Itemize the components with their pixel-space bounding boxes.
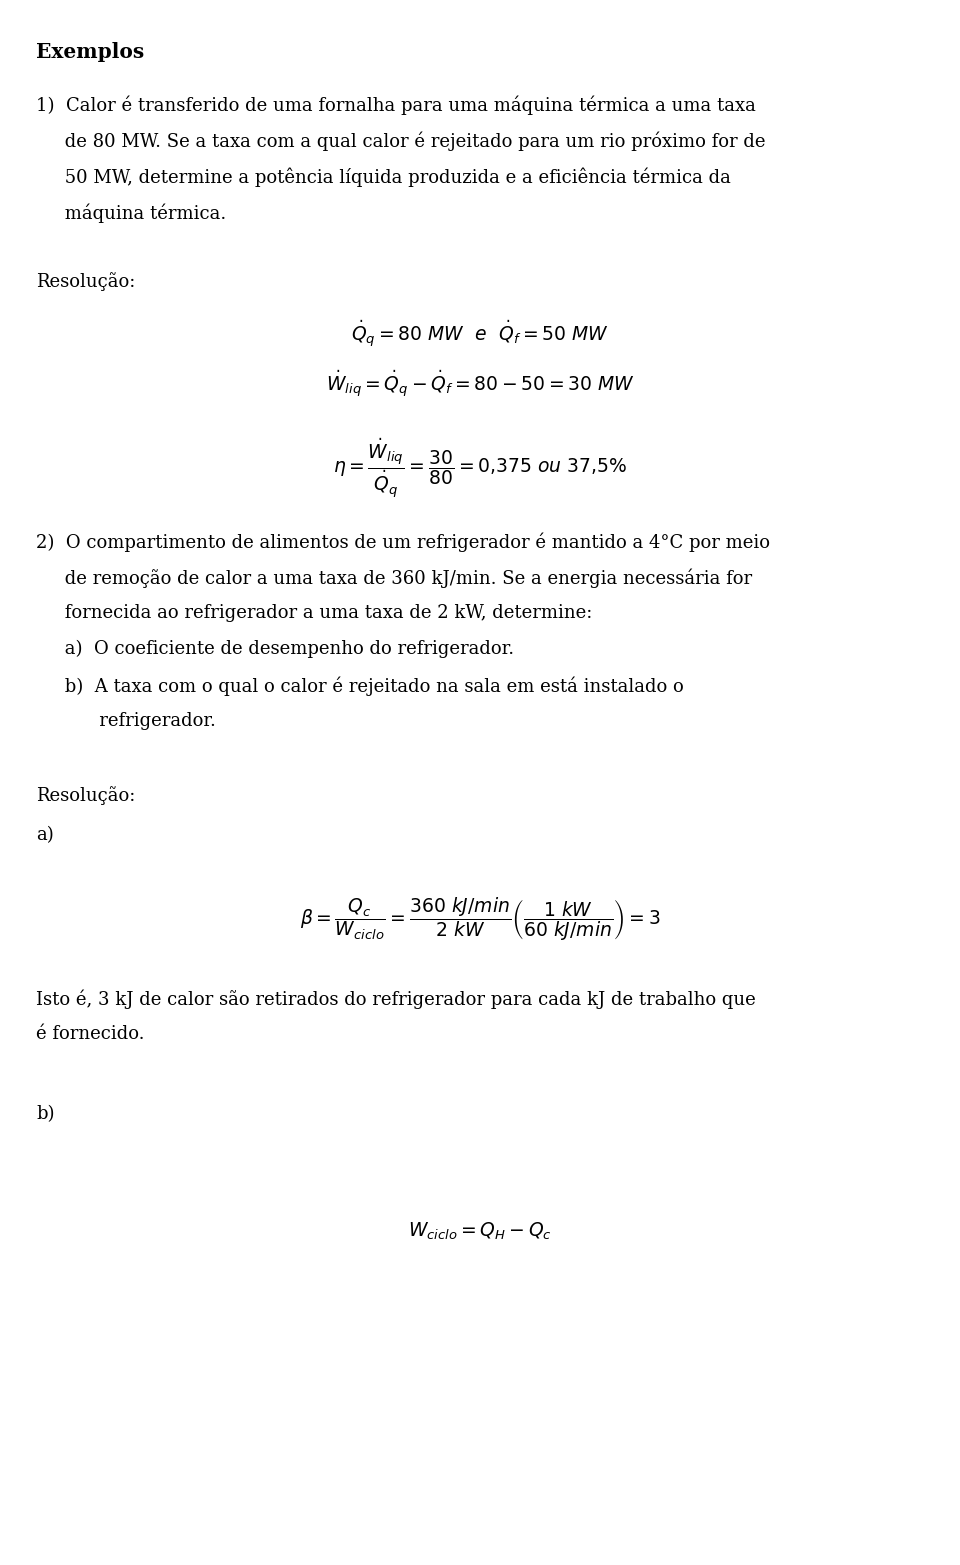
Text: Isto é, 3 kJ de calor são retirados do refrigerador para cada kJ de trabalho que: Isto é, 3 kJ de calor são retirados do r… (36, 989, 756, 1008)
Text: 1)  Calor é transferido de uma fornalha para uma máquina térmica a uma taxa: 1) Calor é transferido de uma fornalha p… (36, 95, 756, 114)
Text: $\beta = \dfrac{Q_c}{W_{ciclo}} = \dfrac{360\ kJ/min}{2\ kW}\left(\dfrac{1\ kW}{: $\beta = \dfrac{Q_c}{W_{ciclo}} = \dfrac… (300, 895, 660, 944)
Text: de remoção de calor a uma taxa de 360 kJ/min. Se a energia necessária for: de remoção de calor a uma taxa de 360 kJ… (36, 568, 753, 587)
Text: Resolução:: Resolução: (36, 272, 136, 291)
Text: a): a) (36, 826, 54, 845)
Text: fornecida ao refrigerador a uma taxa de 2 kW, determine:: fornecida ao refrigerador a uma taxa de … (36, 604, 593, 623)
Text: é fornecido.: é fornecido. (36, 1025, 145, 1044)
Text: a)  O coeficiente de desempenho do refrigerador.: a) O coeficiente de desempenho do refrig… (36, 640, 515, 659)
Text: Resolução:: Resolução: (36, 786, 136, 804)
Text: b): b) (36, 1105, 55, 1124)
Text: 50 MW, determine a potência líquida produzida e a eficiência térmica da: 50 MW, determine a potência líquida prod… (36, 167, 732, 186)
Text: 2)  O compartimento de alimentos de um refrigerador é mantido a 4°C por meio: 2) O compartimento de alimentos de um re… (36, 532, 771, 551)
Text: máquina térmica.: máquina térmica. (36, 203, 227, 222)
Text: refrigerador.: refrigerador. (36, 712, 216, 731)
Text: $\dot{W}_{liq} = \dot{Q}_q - \dot{Q}_f = 80 - 50 = 30\ MW$: $\dot{W}_{liq} = \dot{Q}_q - \dot{Q}_f =… (325, 369, 635, 401)
Text: $\eta = \dfrac{\dot{W}_{liq}}{\dot{Q}_q} = \dfrac{30}{80} = 0{,}375\ ou\ 37{,}5\: $\eta = \dfrac{\dot{W}_{liq}}{\dot{Q}_q}… (333, 437, 627, 501)
Text: b)  A taxa com o qual o calor é rejeitado na sala em está instalado o: b) A taxa com o qual o calor é rejeitado… (36, 676, 684, 695)
Text: de 80 MW. Se a taxa com a qual calor é rejeitado para um rio próximo for de: de 80 MW. Se a taxa com a qual calor é r… (36, 131, 766, 150)
Text: $W_{ciclo} = Q_H - Q_c$: $W_{ciclo} = Q_H - Q_c$ (408, 1221, 552, 1243)
Text: $\dot{Q}_q = 80\ MW\ \ e\ \ \dot{Q}_f = 50\ MW$: $\dot{Q}_q = 80\ MW\ \ e\ \ \dot{Q}_f = … (351, 319, 609, 351)
Text: Exemplos: Exemplos (36, 42, 145, 63)
